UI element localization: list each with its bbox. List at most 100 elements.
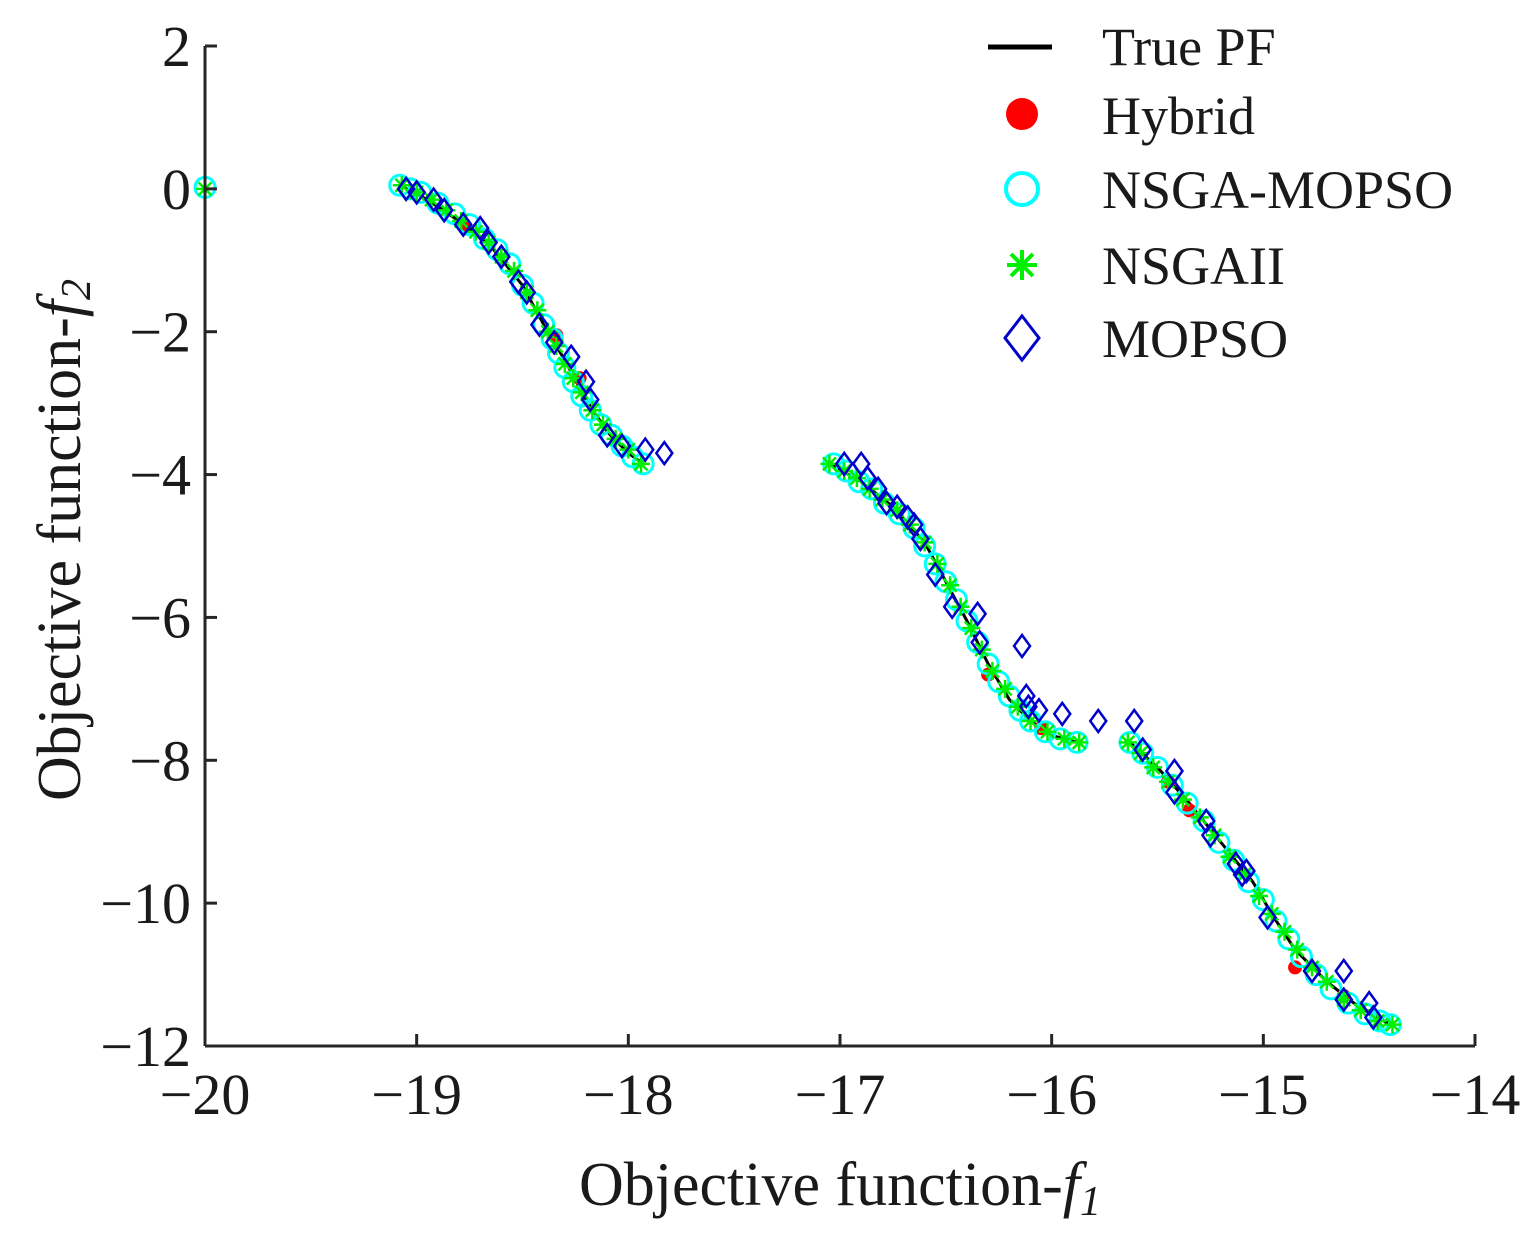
- axes: −20 −19 −18 −17 −16 −15 −14 −12−10−8−6−4−202: [100, 14, 1520, 1127]
- y-tick-label: 0: [162, 157, 191, 222]
- nsgaii-point: [606, 429, 625, 448]
- mopso-point: [597, 422, 617, 449]
- mopso-point: [470, 215, 490, 242]
- mopso-point: [544, 329, 564, 356]
- nsgaii-point: [888, 501, 907, 520]
- mopso-point: [453, 211, 473, 238]
- y-tick-label: −10: [100, 871, 191, 936]
- legend-item-true-pf: True PF: [988, 17, 1276, 77]
- mopso-point: [434, 197, 454, 224]
- legend-swatch-asterisk: [1007, 250, 1037, 280]
- legend-label: NSGAII: [1102, 236, 1285, 296]
- mopso-point: [407, 179, 427, 206]
- nsgaii-point: [437, 201, 456, 220]
- y-ticks: −12 −10 −8 −6 −4 −2 0 2: [100, 14, 217, 1079]
- nsgaii-point: [1070, 733, 1089, 752]
- nsgaii-point: [422, 190, 441, 209]
- nsgaii-point: [407, 183, 426, 202]
- legend-label: NSGA-MOPSO: [1102, 160, 1453, 220]
- y-tick-label: 2: [162, 14, 191, 79]
- nsgaii-point: [452, 212, 471, 230]
- nsgaii-point: [983, 662, 1002, 680]
- mopso-point: [580, 386, 600, 413]
- mopso-point: [1124, 707, 1144, 735]
- mopso-point: [868, 475, 888, 502]
- nsgaii-point: [583, 401, 602, 420]
- nsga-mopso-point: [1175, 791, 1199, 815]
- nsgaii-point: [1317, 972, 1336, 991]
- nsgaii-point: [835, 462, 854, 480]
- nsgaii-point: [1021, 712, 1040, 730]
- nsgaii-point: [1173, 790, 1192, 809]
- x-tick-label: −14: [1430, 1062, 1521, 1127]
- legend-label: MOPSO: [1102, 309, 1288, 369]
- x-axis-title: Objective function-f1: [579, 1151, 1101, 1225]
- x-tick-label: −17: [795, 1062, 886, 1127]
- mopso-point: [396, 175, 416, 202]
- y-tick-label: −12: [100, 1014, 191, 1079]
- nsgaii-point: [1038, 722, 1057, 741]
- nsgaii-point: [538, 322, 557, 341]
- nsgaii-point: [1288, 940, 1307, 959]
- nsgaii-point: [928, 554, 947, 573]
- nsgaii-point: [1351, 1001, 1370, 1020]
- plot-marks: [193, 173, 1402, 1037]
- nsgaii-point: [1055, 729, 1074, 748]
- nsgaii-point: [1159, 772, 1178, 791]
- y-tick-label: −6: [129, 585, 191, 650]
- nsgaii-point: [847, 469, 866, 488]
- mopso-point: [1016, 682, 1036, 710]
- nsgaii-point: [1275, 922, 1294, 941]
- series-nsgaii: [196, 176, 1402, 1034]
- legend-swatch-open-circle: [1004, 171, 1040, 207]
- nsgaii-point: [528, 301, 547, 320]
- mopso-point: [857, 465, 878, 492]
- nsgaii-point: [632, 454, 651, 473]
- legend-item-nsga-mopso: NSGA-MOPSO: [1004, 160, 1453, 220]
- mopso-point: [1302, 957, 1322, 985]
- legend-label: Hybrid: [1102, 86, 1255, 146]
- mopso-point: [1012, 632, 1032, 660]
- y-tick-label: −4: [129, 443, 191, 508]
- mopso-point: [479, 229, 499, 256]
- nsgaii-point: [505, 262, 524, 280]
- y-axis-title: Objective function-f2: [26, 279, 100, 801]
- legend-item-mopso: MOPSO: [1003, 309, 1288, 369]
- mopso-point: [517, 279, 537, 306]
- hybrid-point: [1288, 960, 1303, 975]
- nsgaii-point: [593, 415, 612, 434]
- mopso-point: [1258, 904, 1278, 931]
- mopso-point: [529, 311, 549, 338]
- nsga-mopso-point: [887, 502, 911, 526]
- x-tick-label: −15: [1218, 1062, 1309, 1127]
- mopso-point: [968, 600, 988, 627]
- nsgaii-point: [492, 247, 511, 266]
- nsgaii-point: [962, 619, 981, 638]
- series-mopso: [396, 175, 1383, 1031]
- nsgaii-point: [547, 337, 566, 355]
- nsgaii-point: [1235, 865, 1254, 884]
- mopso-point: [1088, 707, 1108, 735]
- mopso-point: [561, 343, 581, 370]
- x-tick-label: −19: [371, 1062, 462, 1127]
- mopso-point: [1232, 861, 1252, 888]
- nsgaii-point: [1250, 887, 1269, 905]
- y-tick-label: −2: [129, 300, 191, 365]
- x-tick-label: −18: [583, 1062, 674, 1127]
- nsgaii-point: [517, 283, 536, 302]
- mopso-point: [1133, 736, 1153, 763]
- mopso-point: [910, 525, 930, 552]
- nsgaii-point: [941, 576, 960, 595]
- legend-item-hybrid: Hybrid: [1006, 86, 1255, 146]
- x-ticks: −20 −19 −18 −17 −16 −15 −14: [160, 1034, 1521, 1127]
- mopso-point: [654, 440, 674, 467]
- nsgaii-point: [1220, 847, 1239, 866]
- nsgaii-point: [1131, 744, 1150, 763]
- nsgaii-point: [564, 369, 583, 388]
- mopso-point: [887, 493, 907, 520]
- nsgaii-point: [1008, 697, 1027, 716]
- nsgaii-point: [572, 383, 591, 402]
- legend-label: True PF: [1102, 17, 1276, 77]
- mopso-point: [1236, 857, 1256, 885]
- nsgaii-point: [1205, 826, 1224, 845]
